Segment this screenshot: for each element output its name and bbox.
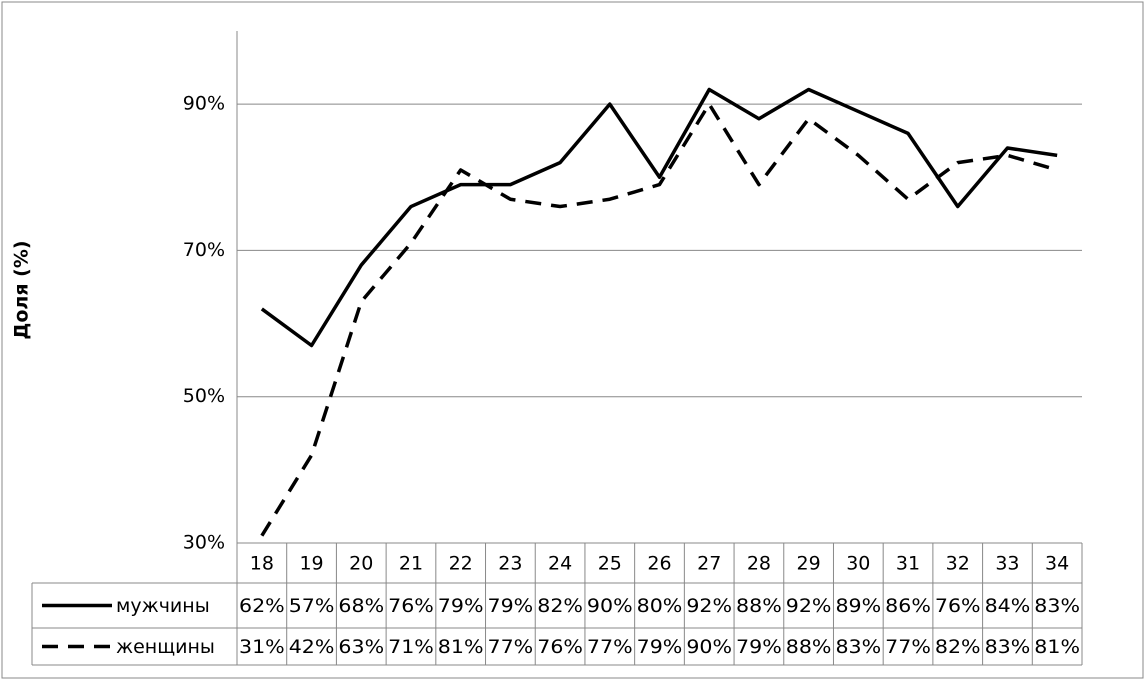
table-value: 89% — [835, 595, 881, 617]
table-value: 62% — [239, 595, 285, 617]
x-tick-label: 33 — [995, 553, 1019, 575]
table-value: 82% — [537, 595, 583, 617]
table-value: 76% — [935, 595, 981, 617]
table-value: 90% — [587, 595, 633, 617]
table-value: 77% — [885, 636, 931, 658]
table-value: 83% — [1034, 595, 1080, 617]
table-value: 79% — [488, 595, 534, 617]
x-tick-label: 32 — [946, 553, 970, 575]
x-tick-label: 31 — [896, 553, 920, 575]
table-value: 77% — [488, 636, 534, 658]
table-value: 80% — [637, 595, 683, 617]
table-value: 83% — [835, 636, 881, 658]
x-tick-label: 24 — [548, 553, 572, 575]
x-tick-label: 23 — [498, 553, 522, 575]
x-tick-label: 28 — [747, 553, 771, 575]
x-tick-label: 20 — [349, 553, 373, 575]
table-value: 42% — [289, 636, 335, 658]
legend-label: мужчины — [116, 595, 210, 617]
x-tick-label: 25 — [598, 553, 622, 575]
x-tick-label: 26 — [647, 553, 671, 575]
x-tick-label: 22 — [449, 553, 473, 575]
table-value: 84% — [985, 595, 1031, 617]
table-value: 79% — [736, 636, 782, 658]
table-value: 90% — [686, 636, 732, 658]
table-value: 31% — [239, 636, 285, 658]
table-value: 63% — [338, 636, 384, 658]
series-line — [260, 87, 1058, 348]
table-value: 77% — [587, 636, 633, 658]
x-tick-label: 18 — [250, 553, 274, 575]
series-line — [260, 102, 1058, 537]
y-tick-label: 50% — [183, 385, 225, 407]
table-value: 68% — [338, 595, 384, 617]
table-value: 79% — [438, 595, 484, 617]
table-value: 88% — [786, 636, 832, 658]
table-value: 82% — [935, 636, 981, 658]
x-tick-label: 30 — [846, 553, 870, 575]
y-tick-label: 90% — [183, 93, 225, 115]
legend-label: женщины — [116, 636, 215, 658]
table-value: 76% — [388, 595, 434, 617]
table-value: 57% — [289, 595, 335, 617]
x-tick-label: 27 — [697, 553, 721, 575]
y-axis-label: Доля (%) — [11, 240, 33, 339]
x-tick-label: 29 — [797, 553, 821, 575]
table-value: 81% — [1034, 636, 1080, 658]
table-value: 92% — [786, 595, 832, 617]
table-value: 86% — [885, 595, 931, 617]
table-value: 76% — [537, 636, 583, 658]
y-tick-label: 70% — [183, 239, 225, 261]
table-value: 92% — [686, 595, 732, 617]
x-tick-label: 21 — [399, 553, 423, 575]
table-value: 81% — [438, 636, 484, 658]
table-value: 83% — [985, 636, 1031, 658]
table-value: 71% — [388, 636, 434, 658]
table-value: 88% — [736, 595, 782, 617]
x-tick-label: 34 — [1045, 553, 1069, 575]
y-tick-label: 30% — [183, 532, 225, 554]
table-value: 79% — [637, 636, 683, 658]
x-tick-label: 19 — [299, 553, 323, 575]
